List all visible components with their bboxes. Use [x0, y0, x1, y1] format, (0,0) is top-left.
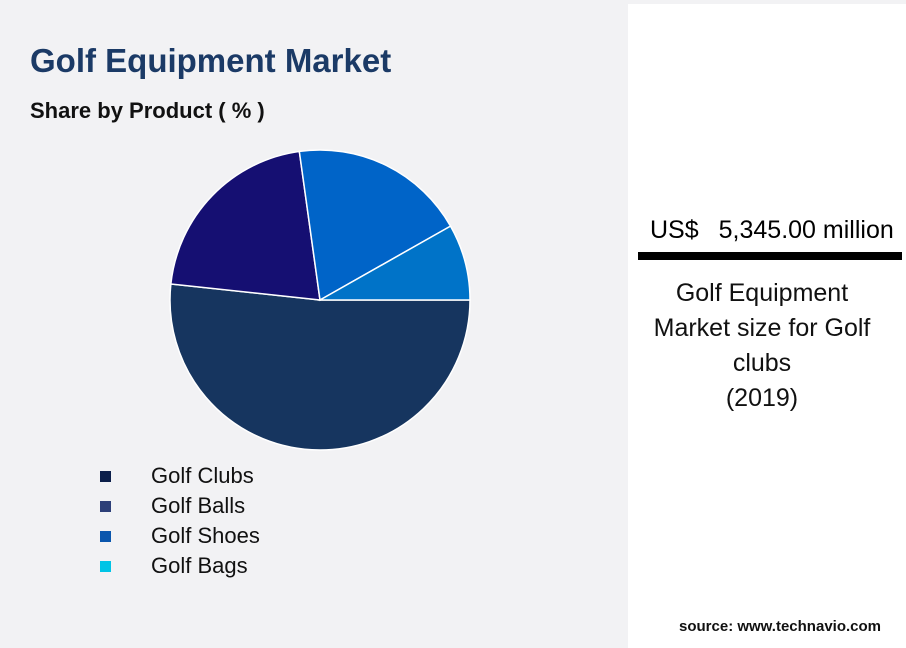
desc-line: (2019) — [725, 384, 799, 412]
legend-label: Golf Balls — [151, 493, 246, 518]
desc-line: clubs — [732, 349, 792, 377]
legend-item: Golf Clubs — [100, 461, 260, 491]
legend-swatch — [100, 560, 111, 572]
market-size-description: Golf Equipment Market size for Golf club… — [628, 276, 896, 416]
legend-swatch — [100, 500, 111, 512]
value-amount: 5,345.00 million — [718, 216, 894, 244]
currency: US$ — [650, 216, 699, 244]
legend-label: Golf Clubs — [151, 463, 254, 488]
pie-slice-golf-shoes — [298, 149, 452, 302]
market-size-value: US$ 5,345.00 million — [650, 216, 894, 245]
pie-chart — [169, 149, 471, 451]
chart-title: Golf Equipment Market — [30, 42, 392, 79]
market-size-panel: US$ 5,345.00 million Golf Equipment Marke… — [628, 4, 906, 648]
pie-slice-golf-clubs — [169, 283, 471, 451]
pie-slice-golf-balls — [170, 150, 321, 301]
legend-item: Golf Shoes — [100, 521, 260, 551]
desc-line: Market size for Golf — [653, 314, 871, 342]
desc-line: Golf Equipment — [675, 279, 849, 307]
legend: Golf Clubs Golf Balls Golf Shoes Golf Bags — [100, 461, 260, 581]
legend-swatch — [100, 530, 111, 542]
legend-label: Golf Bags — [151, 553, 248, 578]
source-link[interactable]: source: www.technavio.com — [679, 618, 881, 635]
chart-subtitle: Share by Product ( % ) — [30, 98, 265, 123]
divider — [638, 252, 902, 260]
legend-label: Golf Shoes — [151, 523, 260, 548]
legend-swatch — [100, 470, 111, 482]
legend-item: Golf Balls — [100, 491, 260, 521]
pie-slice-golf-bags — [317, 225, 471, 301]
legend-item: Golf Bags — [100, 551, 260, 581]
